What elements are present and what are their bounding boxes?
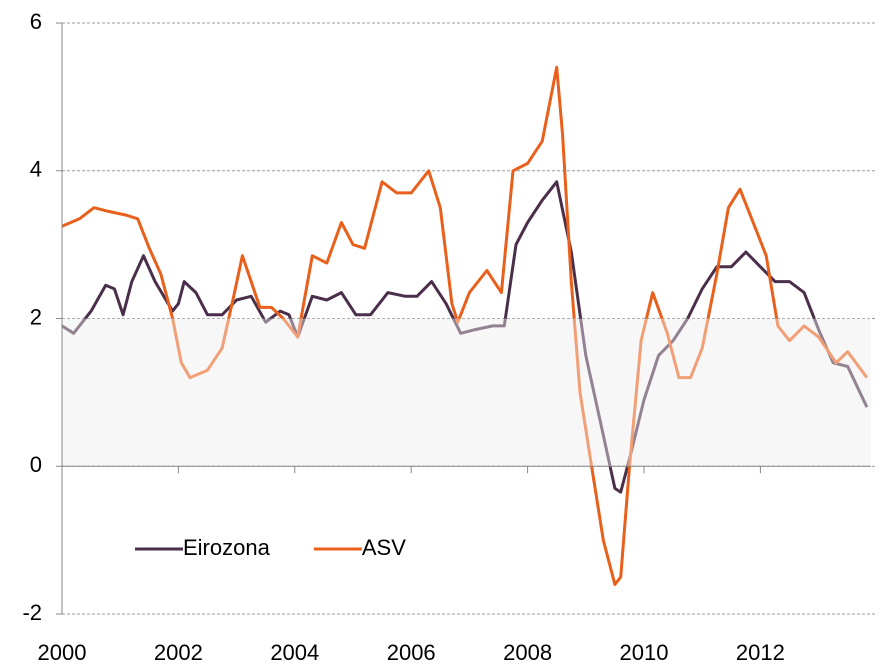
x-tick-label: 2002 bbox=[154, 640, 203, 665]
band-overlay bbox=[62, 318, 871, 467]
shaded-band bbox=[62, 318, 871, 467]
legend-label: ASV bbox=[362, 535, 406, 560]
series-line bbox=[61, 65, 869, 586]
legend-label: Eirozona bbox=[183, 535, 271, 560]
y-tick-label: 2 bbox=[30, 304, 42, 329]
y-tick-label: 4 bbox=[30, 157, 42, 182]
y-tick-label: 6 bbox=[30, 9, 42, 34]
y-tick-label: 0 bbox=[30, 452, 42, 477]
x-tick-label: 2004 bbox=[270, 640, 319, 665]
y-tick-label: -2 bbox=[22, 600, 42, 625]
x-tick-label: 2012 bbox=[736, 640, 785, 665]
x-tick-label: 2008 bbox=[503, 640, 552, 665]
x-tick-label: 2010 bbox=[620, 640, 669, 665]
x-tick-label: 2006 bbox=[387, 640, 436, 665]
x-tick-label: 2000 bbox=[38, 640, 87, 665]
